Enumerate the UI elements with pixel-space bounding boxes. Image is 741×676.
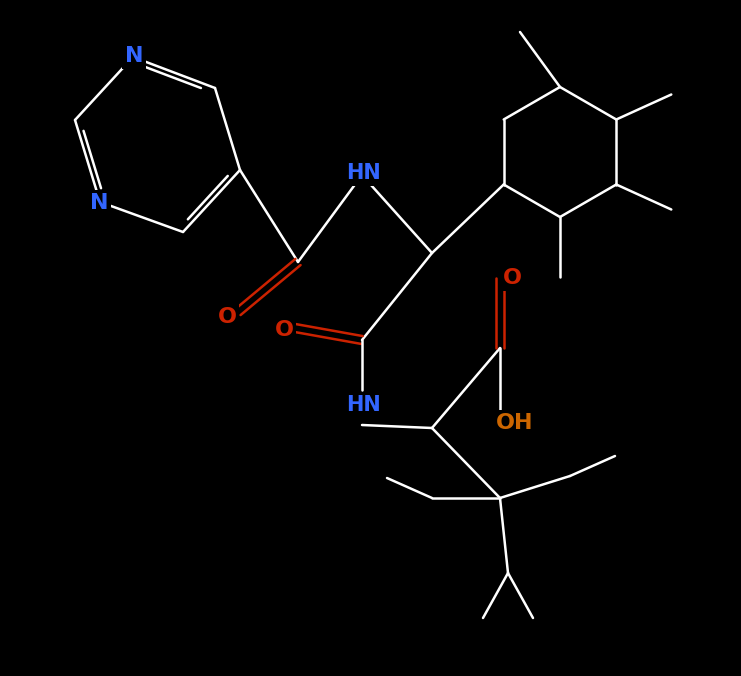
- Text: N: N: [124, 46, 143, 66]
- Text: HN: HN: [347, 395, 382, 415]
- Text: O: O: [502, 268, 522, 288]
- Text: OH: OH: [496, 413, 534, 433]
- Text: HN: HN: [347, 163, 382, 183]
- Text: O: O: [218, 307, 236, 327]
- Text: O: O: [274, 320, 293, 340]
- Text: N: N: [90, 193, 108, 213]
